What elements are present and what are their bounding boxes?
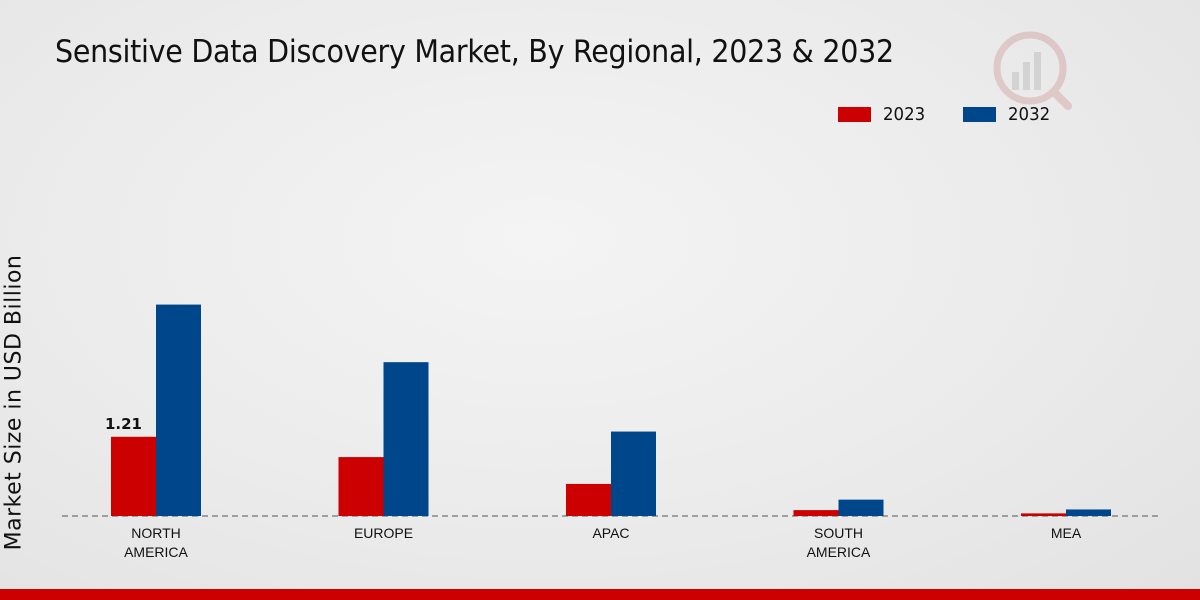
x-tick-label: MEA	[1051, 525, 1082, 541]
bar-2032-europe[interactable]	[383, 362, 429, 516]
x-tick-label: APAC	[592, 525, 629, 541]
bar-2023-mea[interactable]	[1021, 513, 1066, 516]
x-tick-label: NORTH AMERICA	[124, 525, 188, 560]
chart-title: Sensitive Data Discovery Market, By Regi…	[55, 34, 894, 70]
data-label: 1.21	[105, 415, 142, 433]
legend-label-2023: 2023	[883, 104, 926, 125]
bar-2023-south-america[interactable]	[793, 510, 839, 516]
bar-2023-apac[interactable]	[566, 483, 611, 516]
bar-2032-mea[interactable]	[1066, 509, 1111, 516]
legend-item-2023[interactable]: 2023	[838, 104, 929, 125]
chart-legend: 2023 2032	[838, 104, 1054, 125]
legend-label-2032: 2032	[1007, 104, 1050, 125]
bar-2023-europe[interactable]	[338, 457, 384, 516]
legend-swatch-2023	[838, 107, 871, 122]
legend-item-2032[interactable]: 2032	[962, 104, 1054, 125]
x-tick-label: SOUTH AMERICA	[807, 525, 871, 560]
bar-2032-apac[interactable]	[611, 431, 656, 516]
bar-2032-north-america[interactable]	[156, 304, 201, 516]
bar-2032-south-america[interactable]	[838, 499, 884, 516]
brand-logo-icon	[993, 31, 1072, 110]
legend-swatch-2032	[962, 107, 996, 122]
bottom-accent-bar	[0, 589, 1200, 600]
x-tick-label: EUROPE	[354, 525, 413, 541]
bar-2023-north-america[interactable]	[111, 436, 156, 516]
